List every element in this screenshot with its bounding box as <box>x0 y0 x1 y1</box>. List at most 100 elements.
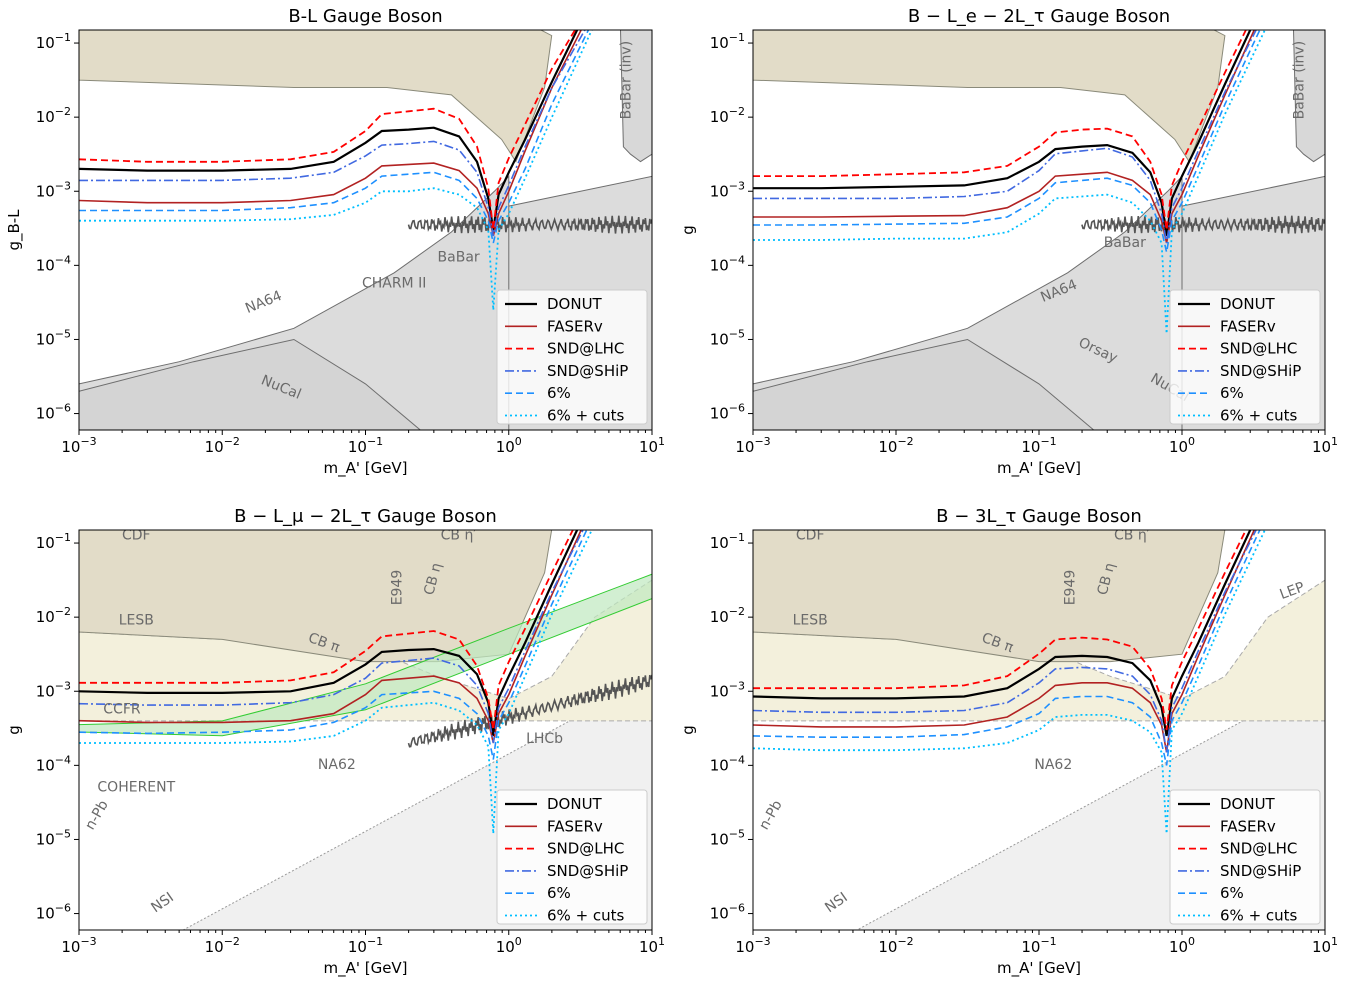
y-tick-label: 10−3 <box>36 179 71 200</box>
series-6- <box>79 530 588 760</box>
x-axis-label: m_A' [GeV] <box>997 459 1081 478</box>
x-tick-label: 10−1 <box>1021 935 1056 956</box>
legend-box <box>1169 789 1321 925</box>
series-snd-ship <box>753 530 1257 753</box>
x-tick-label: 101 <box>639 435 665 456</box>
chart-panel-2: NA64BaBarOrsayNuCalBaBar (inv)10−310−210… <box>679 6 1338 478</box>
y-tick-label: 10−6 <box>710 402 745 423</box>
legend: DONUT FASERv SND@LHC SND@SHiP 6% 6% + cuts <box>1169 789 1321 925</box>
legend-label: DONUT <box>547 795 603 813</box>
region-label: BaBar <box>1104 235 1146 251</box>
x-tick-label: 10−2 <box>205 435 240 456</box>
legend-label: SND@LHC <box>1220 840 1297 858</box>
region-label: LHCb <box>526 731 563 747</box>
legend-label: SND@SHiP <box>547 362 628 380</box>
x-tick-label: 100 <box>496 435 522 456</box>
legend-label: 6% <box>547 884 571 902</box>
x-tick-label: 10−1 <box>348 935 383 956</box>
series-6-cuts <box>79 30 593 311</box>
chart-title: B-L Gauge Boson <box>288 6 442 27</box>
region-label: CDF <box>796 527 825 543</box>
y-tick-label: 10−5 <box>36 327 71 348</box>
series-snd-ship <box>79 30 586 237</box>
series-donut <box>753 530 1252 737</box>
region-label: CHARM II <box>362 276 426 292</box>
y-tick-label: 10−5 <box>36 827 71 848</box>
legend-box <box>496 289 648 425</box>
region-label: LESB <box>119 613 154 629</box>
legend-label: 6% <box>1220 384 1244 402</box>
babar-inv-region <box>620 30 652 163</box>
series-faserv <box>753 30 1255 244</box>
series-6- <box>79 30 590 244</box>
chart-title: B − 3L_τ Gauge Boson <box>936 506 1142 527</box>
y-tick-label: 10−5 <box>710 827 745 848</box>
legend-label: SND@LHC <box>547 340 624 358</box>
region-label: COHERENT <box>97 779 175 795</box>
region-label: CB η′ <box>441 527 477 543</box>
region-label: BaBar (inv) <box>1292 41 1308 120</box>
legend-label: DONUT <box>1220 795 1276 813</box>
legend-label: SND@LHC <box>1220 340 1297 358</box>
legend-label: 6% + cuts <box>1220 407 1298 425</box>
legend: DONUT FASERv SND@LHC SND@SHiP 6% 6% + cuts <box>496 289 648 425</box>
series-snd-lhc <box>79 30 576 231</box>
region-label: CDF <box>122 527 151 543</box>
legend-label: SND@SHiP <box>547 862 628 880</box>
y-tick-label: 10−3 <box>710 679 745 700</box>
y-axis-label: g <box>5 725 23 735</box>
y-tick-label: 10−1 <box>36 31 71 52</box>
y-tick-label: 10−5 <box>710 327 745 348</box>
y-tick-label: 10−1 <box>36 531 71 552</box>
y-tick-label: 10−3 <box>710 179 745 200</box>
x-tick-label: 10−3 <box>61 435 96 456</box>
legend-label: FASERv <box>1220 317 1276 335</box>
series-6- <box>753 30 1261 253</box>
y-tick-label: 10−1 <box>710 531 745 552</box>
y-tick-label: 10−3 <box>36 679 71 700</box>
region-label: NA62 <box>1034 757 1072 773</box>
noise-band <box>407 215 652 234</box>
region-label: BaBar (inv) <box>619 41 635 120</box>
legend-label: SND@SHiP <box>1220 362 1301 380</box>
legend-label: FASERv <box>547 317 603 335</box>
legend-label: 6% + cuts <box>1220 907 1298 925</box>
legend-label: 6% <box>547 384 571 402</box>
y-tick-label: 10−4 <box>710 253 745 274</box>
x-tick-label: 101 <box>1312 435 1338 456</box>
nucal-region <box>753 338 1095 430</box>
region-label: BaBar <box>438 250 480 266</box>
upper-excluded-region <box>753 30 1226 163</box>
y-tick-label: 10−2 <box>710 605 745 626</box>
legend: DONUT FASERv SND@LHC SND@SHiP 6% 6% + cuts <box>1169 289 1321 425</box>
series-snd-lhc <box>753 530 1247 731</box>
x-tick-label: 10−1 <box>1021 435 1056 456</box>
legend-label: FASERv <box>547 817 603 835</box>
x-tick-label: 100 <box>1169 435 1195 456</box>
series-snd-lhc <box>79 530 574 731</box>
region-label: E949 <box>1063 570 1079 606</box>
babar-inv-region <box>1293 30 1325 163</box>
series-6-cuts <box>79 530 593 834</box>
series-donut <box>79 30 579 231</box>
y-tick-label: 10−4 <box>36 753 71 774</box>
region-label: CB η′ <box>1114 527 1150 543</box>
y-axis-label: g <box>679 225 697 235</box>
y-tick-label: 10−6 <box>36 902 71 923</box>
y-tick-label: 10−4 <box>36 253 71 274</box>
legend-label: SND@SHiP <box>1220 862 1301 880</box>
chart-title: B − L_μ − 2L_τ Gauge Boson <box>234 506 497 527</box>
legend-box <box>1169 289 1321 425</box>
x-tick-label: 10−1 <box>348 435 383 456</box>
x-tick-label: 10−3 <box>735 435 770 456</box>
series-snd-ship <box>79 530 584 744</box>
noise-band <box>407 674 652 748</box>
legend-label: 6% + cuts <box>547 407 625 425</box>
y-tick-label: 10−2 <box>36 605 71 626</box>
x-axis-label: m_A' [GeV] <box>323 959 407 978</box>
legend-label: DONUT <box>547 295 603 313</box>
legend-label: 6% <box>1220 884 1244 902</box>
series-6- <box>753 530 1261 766</box>
